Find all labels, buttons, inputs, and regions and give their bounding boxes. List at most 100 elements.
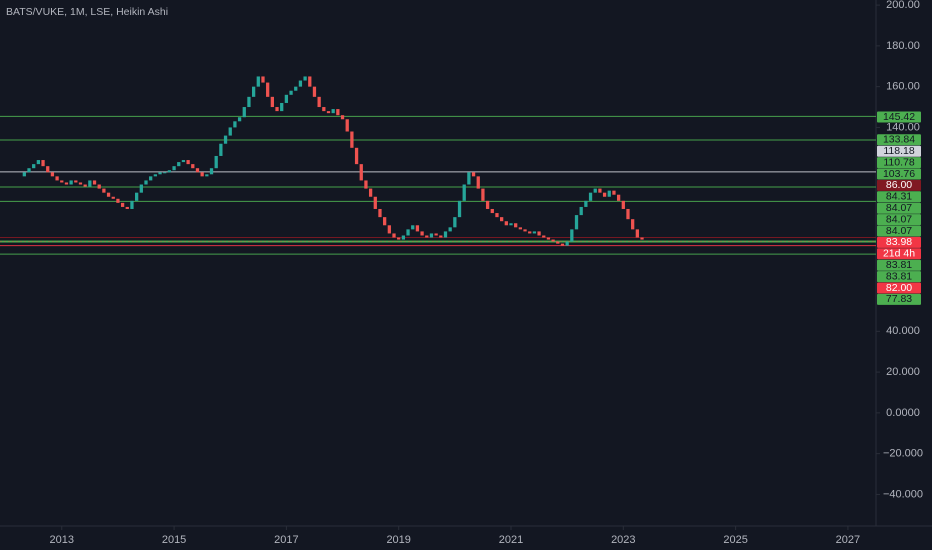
candle-body (97, 184, 101, 189)
candle-body (228, 127, 232, 136)
candle-body (317, 96, 321, 108)
candle-body (425, 235, 429, 238)
candle-body (294, 86, 298, 91)
candle-body (467, 172, 471, 185)
x-tick-label: 2019 (386, 534, 410, 546)
price-label: 86.00 (886, 179, 912, 191)
candle-body (340, 115, 345, 120)
candle-body (560, 243, 565, 246)
candle-body (457, 200, 462, 218)
price-label: 84.07 (886, 225, 912, 237)
candle-body (219, 143, 223, 156)
candle-body (429, 233, 434, 238)
candle-body (528, 231, 532, 234)
candle-body (570, 229, 574, 242)
candle-body (523, 229, 527, 232)
candle-body (130, 200, 134, 209)
candle-body (640, 237, 644, 240)
candle-body (256, 76, 260, 87)
candle-body (490, 208, 494, 214)
candle-body (326, 111, 331, 114)
x-tick-label: 2015 (162, 534, 186, 546)
candle-body (200, 172, 204, 177)
candle-body (401, 235, 406, 240)
price-label-box (877, 157, 921, 169)
candle-body (364, 180, 368, 189)
x-tick-label: 2021 (499, 534, 523, 546)
candle-body (415, 225, 420, 232)
candle-body (485, 200, 490, 209)
x-tick-label: 2025 (723, 534, 747, 546)
candle-body (139, 184, 143, 193)
candle-body (163, 172, 167, 174)
candle-body (74, 180, 78, 183)
candle-body (411, 225, 415, 230)
candle-body (242, 107, 246, 118)
candle-body (504, 221, 508, 226)
candle-body (191, 164, 195, 169)
candle-body (602, 192, 607, 197)
candle-body (322, 107, 326, 112)
candle-body (60, 180, 64, 183)
candle-body (177, 162, 181, 167)
candle-body (303, 76, 307, 81)
price-label: 83.98 (886, 236, 912, 248)
candle-body (537, 231, 541, 236)
candle-body (181, 160, 186, 163)
y-tick-label: 140.00 (886, 121, 920, 133)
candle-body (158, 172, 162, 175)
y-tick-label: 40.000 (886, 325, 920, 337)
candle-body (368, 188, 373, 197)
candle-body (476, 176, 480, 189)
candle-body (251, 86, 256, 97)
price-label-box (877, 111, 921, 123)
candle-body (41, 160, 45, 167)
candle-body (233, 121, 237, 128)
candle-body (195, 168, 200, 173)
price-label-box (877, 259, 921, 271)
candle-body (247, 96, 251, 108)
candle-body (598, 188, 602, 193)
candle-body (111, 196, 115, 199)
candle-body (237, 117, 242, 122)
candle-body (261, 76, 265, 83)
candle-body (481, 188, 485, 201)
y-tick-label: 0.0000 (886, 407, 920, 419)
candle-body (556, 241, 560, 244)
candle-body (588, 192, 593, 201)
price-label: 82.00 (886, 282, 912, 294)
candle-body (153, 174, 157, 177)
candle-body (186, 160, 190, 165)
candle-body (612, 190, 616, 195)
y-tick-label: −40.000 (883, 488, 923, 500)
price-label: 133.84 (883, 134, 915, 146)
y-tick-label: 200.00 (886, 0, 920, 11)
candle-body (102, 188, 106, 193)
candle-body (46, 166, 50, 173)
candle-body (635, 229, 639, 238)
x-tick-label: 2023 (611, 534, 635, 546)
candle-body (354, 147, 359, 165)
price-label: 145.42 (883, 111, 915, 123)
candle-body (106, 192, 111, 197)
candle-body (120, 202, 125, 207)
candle-body (518, 227, 522, 230)
price-label: 118.18 (883, 145, 914, 157)
price-label: 84.07 (886, 213, 912, 225)
candle-body (266, 82, 270, 97)
candle-body (22, 172, 26, 177)
candle-body (336, 109, 340, 116)
candle-body (92, 180, 97, 185)
candle-body (270, 96, 274, 108)
price-label: 83.81 (886, 270, 912, 282)
candle-body (50, 172, 55, 177)
price-label: 83.81 (886, 259, 912, 271)
candle-body (149, 176, 153, 181)
candle-body (471, 172, 476, 177)
price-label: 110.78 (883, 156, 914, 168)
candle-body (308, 76, 312, 87)
y-tick-label: 180.00 (886, 40, 920, 52)
x-tick-label: 2017 (274, 534, 298, 546)
